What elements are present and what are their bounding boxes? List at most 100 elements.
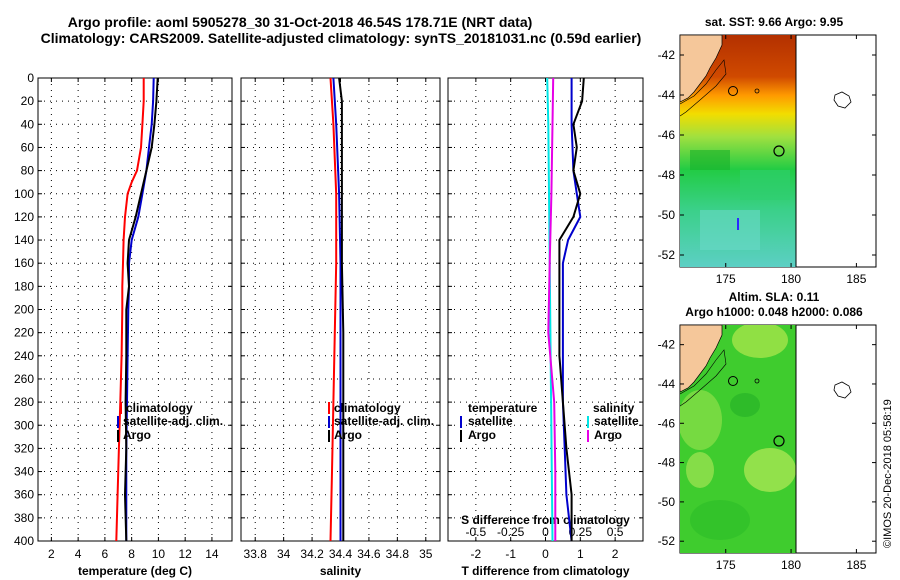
legend-argo-label: Argo xyxy=(334,428,362,442)
series-line-satellite-adj-clim- xyxy=(332,77,342,541)
x-axis-top-label: S difference from climatology xyxy=(461,513,630,527)
map-y-tick-label: -44 xyxy=(658,377,676,391)
y-tick-label: 220 xyxy=(14,326,34,340)
y-tick-label: 40 xyxy=(21,117,35,131)
x-tick-label: 8 xyxy=(128,547,135,561)
x-tick-label: 34.6 xyxy=(357,547,381,561)
legend-salinity-title: salinity xyxy=(593,401,635,415)
y-tick-label: 20 xyxy=(21,94,35,108)
island-marker xyxy=(728,376,738,386)
top-x-tick-label: -0.5 xyxy=(466,525,487,539)
map-x-tick-label: 180 xyxy=(781,558,801,572)
x-tick-label: 34.4 xyxy=(329,547,353,561)
difference-legend-temperature: temperature satellite Argo xyxy=(460,401,538,442)
map-y-tick-label: -42 xyxy=(658,338,676,352)
map-x-tick-label: 175 xyxy=(716,272,736,286)
series-line-climatology xyxy=(329,77,338,542)
y-tick-label: 260 xyxy=(14,372,34,386)
x-axis-label: T difference from climatology xyxy=(461,564,629,578)
sst-map-axes: -42 -44 -46 -48 -50 -52 175 180 185 xyxy=(658,35,876,286)
sla-map-title: Altim. SLA: 0.11 xyxy=(729,290,820,304)
figure-title-line1: Argo profile: aoml 5905278_30 31-Oct-201… xyxy=(68,14,533,30)
x-tick-label: 2 xyxy=(612,547,619,561)
y-tick-label: 140 xyxy=(14,233,34,247)
map-y-tick-label: -46 xyxy=(658,128,676,142)
argo-position-marker xyxy=(773,145,785,157)
y-tick-label: 120 xyxy=(14,210,34,224)
chatham-island xyxy=(833,91,852,109)
temperature-legend: climatology satellite-adj. clim. Argo xyxy=(117,401,223,442)
x-tick-label: -1 xyxy=(505,547,516,561)
y-tick-label: 160 xyxy=(14,256,34,270)
y-tick-label: 320 xyxy=(14,441,34,455)
y-tick-label: 400 xyxy=(14,534,34,548)
legend-argo-label: Argo xyxy=(123,428,151,442)
map-y-tick-label: -50 xyxy=(658,495,676,509)
legend-temperature-title: temperature xyxy=(468,401,538,415)
x-axis-label: salinity xyxy=(320,564,362,578)
y-tick-label: 180 xyxy=(14,279,34,293)
map-x-tick-label: 185 xyxy=(846,558,866,572)
series-line-t-argo xyxy=(558,77,585,541)
map-x-tick-label: 180 xyxy=(781,272,801,286)
argo-position-marker xyxy=(773,435,785,447)
legend-t-argo-label: Argo xyxy=(468,428,496,442)
imos-credit: ©IMOS 20-Dec-2018 05:58:19 xyxy=(882,399,894,548)
y-tick-label: 380 xyxy=(14,511,34,525)
top-x-tick-label: 0.5 xyxy=(607,525,624,539)
map-y-tick-label: -52 xyxy=(658,248,676,262)
x-axis-label: temperature (deg C) xyxy=(78,564,192,578)
series-line-s-satellite xyxy=(546,77,554,542)
x-tick-label: 2 xyxy=(48,547,55,561)
map-y-tick-label: -46 xyxy=(658,416,676,430)
map-y-tick-label: -52 xyxy=(658,534,676,548)
x-tick-label: 1 xyxy=(577,547,584,561)
map-x-tick-label: 185 xyxy=(846,272,866,286)
top-x-tick-label: 0.25 xyxy=(569,525,593,539)
legend-satellite-label: satellite-adj. clim. xyxy=(123,414,223,428)
top-x-tick-label: -0.25 xyxy=(497,525,525,539)
sla-map-subtitle: Argo h1000: 0.048 h2000: 0.086 xyxy=(685,305,863,319)
legend-climatology-label: climatology xyxy=(334,401,401,415)
legend-s-argo-label: Argo xyxy=(594,428,622,442)
series-line-s-argo xyxy=(547,77,557,541)
new-zealand-land xyxy=(680,35,723,103)
sst-map: sat. SST: 9.66 Argo: 9.95 -42 -44 -46 -48 -5… xyxy=(658,15,877,286)
x-tick-label: 33.8 xyxy=(244,547,268,561)
temperature-panel: 0 20 40 60 80 100 120 140 160 180 200 220 240 260 280 3… xyxy=(14,71,233,578)
figure-title-line2: Climatology: CARS2009. Satellite-adjuste… xyxy=(41,30,642,46)
top-x-tick-label: 0 xyxy=(542,525,549,539)
difference-legend-salinity: salinity satellite Argo xyxy=(587,401,639,442)
x-tick-label: -2 xyxy=(471,547,482,561)
x-tick-label: 34.2 xyxy=(300,547,324,561)
sst-map-title: sat. SST: 9.66 Argo: 9.95 xyxy=(705,15,844,29)
island-marker xyxy=(728,86,738,96)
x-tick-label: 14 xyxy=(205,547,219,561)
plot-frame xyxy=(447,77,644,542)
y-tick-label: 0 xyxy=(27,71,34,85)
series-line-t-satellite xyxy=(561,78,582,542)
x-tick-label: 4 xyxy=(75,547,82,561)
y-tick-label: 300 xyxy=(14,418,34,432)
series-line-argo xyxy=(338,77,345,541)
new-zealand-land xyxy=(680,325,723,393)
salinity-legend: climatology satellite-adj. clim. Argo xyxy=(328,401,434,442)
difference-panel: -2 -1 0 1 2 -0.5 -0.25 0 0.25 0.5S difference fro… xyxy=(447,77,644,578)
sla-map-axes: -42 -44 -46 -48 -50 -52 175 180 185 xyxy=(658,325,876,572)
x-tick-label: 6 xyxy=(102,547,109,561)
salinity-panel: 33.8 34 34.2 34.4 34.6 34.8 35 salinity xyxy=(240,77,441,578)
map-y-tick-label: -44 xyxy=(658,88,676,102)
x-tick-label: 35 xyxy=(419,547,433,561)
y-tick-label: 200 xyxy=(14,303,34,317)
x-tick-label: 34 xyxy=(277,547,291,561)
map-y-tick-label: -42 xyxy=(658,48,676,62)
y-tick-label: 280 xyxy=(14,395,34,409)
y-tick-label: 340 xyxy=(14,465,34,479)
series-line-argo xyxy=(123,77,159,542)
legend-satellite-label: satellite-adj. clim. xyxy=(334,414,434,428)
legend-climatology-label: climatology xyxy=(126,401,193,415)
y-tick-label: 100 xyxy=(14,187,34,201)
x-tick-label: 12 xyxy=(178,547,192,561)
chatham-island xyxy=(833,381,852,399)
